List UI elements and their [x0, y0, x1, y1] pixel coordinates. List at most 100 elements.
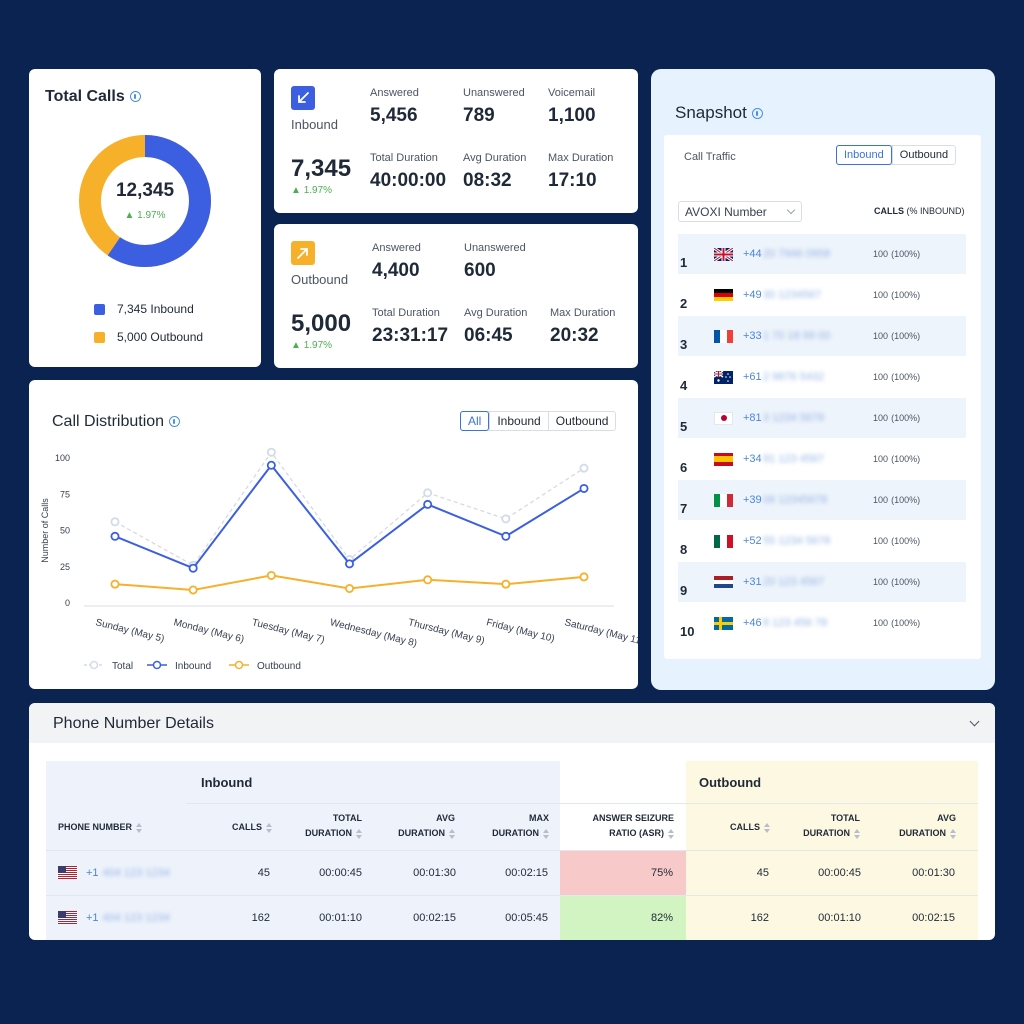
data-point-outbound[interactable]	[344, 583, 354, 593]
inbound-max-duration: Max Duration 17:10	[548, 152, 614, 191]
sort-icon[interactable]	[950, 828, 956, 839]
inbound-max-cell: 00:02:15	[505, 867, 548, 879]
legend-item-inbound[interactable]: Inbound	[147, 660, 211, 672]
svg-text:Outbound: Outbound	[257, 661, 301, 672]
phone-number-cell[interactable]: +1 404 123 1234	[58, 911, 170, 924]
legend-swatch-outbound	[94, 331, 105, 343]
data-point-outbound[interactable]	[266, 570, 276, 580]
col-inbound-total-duration[interactable]: TOTAL DURATION	[305, 813, 362, 839]
data-point-outbound[interactable]	[423, 575, 433, 585]
filter-inbound[interactable]: Inbound	[489, 412, 547, 430]
phone-number[interactable]: 2 9876 5432	[763, 371, 825, 383]
snapshot-row[interactable]: 1 +44 20 7946 0958 100 (100%)	[678, 234, 966, 274]
data-point-outbound[interactable]	[501, 579, 511, 589]
data-point-inbound[interactable]	[344, 559, 354, 569]
number-type-dropdown[interactable]: AVOXI Number	[678, 201, 802, 222]
details-header[interactable]: Phone Number Details	[29, 703, 995, 743]
country-code: +1	[86, 911, 99, 924]
info-icon[interactable]	[129, 91, 141, 103]
flag-de-icon	[714, 288, 733, 302]
phone-number[interactable]: 06 12345678	[763, 494, 828, 506]
snapshot-row[interactable]: 6 +34 91 123 4567 100 (100%)	[678, 439, 966, 479]
col-inbound-avg-duration[interactable]: AVG DURATION	[398, 813, 455, 839]
data-point-inbound[interactable]	[266, 460, 276, 470]
data-point-total[interactable]	[501, 514, 511, 524]
data-point-inbound[interactable]	[110, 531, 120, 541]
data-point-total[interactable]	[110, 517, 120, 527]
phone-number[interactable]: 8 123 456 78	[763, 617, 828, 629]
country-code[interactable]: +46	[743, 617, 762, 629]
svg-text:Inbound: Inbound	[175, 661, 211, 672]
col-phone-number[interactable]: PHONE NUMBER	[58, 820, 143, 835]
snapshot-row[interactable]: 8 +52 55 1234 5678 100 (100%)	[678, 521, 966, 561]
donut-inbound-slice	[79, 135, 211, 267]
data-point-outbound[interactable]	[579, 572, 589, 582]
col-outbound-calls[interactable]: CALLS	[730, 820, 770, 835]
legend-item-outbound[interactable]: Outbound	[229, 660, 301, 672]
phone-number[interactable]: 3 1234 5678	[763, 412, 825, 424]
sort-icon[interactable]	[543, 828, 549, 839]
data-point-inbound[interactable]	[501, 531, 511, 541]
sort-icon[interactable]	[136, 822, 143, 833]
country-code[interactable]: +44	[743, 248, 762, 260]
sort-icon[interactable]	[356, 828, 362, 839]
calls-value: 100 (100%)	[873, 290, 921, 300]
call-traffic-label: Call Traffic	[684, 151, 736, 163]
outbound-total-cell: 00:00:45	[818, 867, 861, 879]
sort-icon[interactable]	[668, 828, 674, 839]
col-asr[interactable]: ANSWER SEIZURE RATIO (ASR)	[592, 813, 674, 839]
inbound-answered: Answered 5,456	[370, 87, 419, 126]
country-code[interactable]: +34	[743, 453, 762, 465]
country-code[interactable]: +49	[743, 289, 762, 301]
legend-item-total[interactable]: Total	[84, 660, 133, 672]
phone-number-cell[interactable]: +1 404 123 1234	[58, 866, 170, 879]
data-point-inbound[interactable]	[579, 483, 589, 493]
country-code[interactable]: +39	[743, 494, 762, 506]
col-outbound-total-duration[interactable]: TOTAL DURATION	[803, 813, 860, 839]
snapshot-row[interactable]: 3 +33 1 70 18 99 00 100 (100%)	[678, 316, 966, 356]
data-point-total[interactable]	[266, 447, 276, 457]
snapshot-row[interactable]: 4 +61 2 9876 5432 100 (100%)	[678, 357, 966, 397]
asr-cell: 75%	[650, 867, 673, 879]
country-code[interactable]: +52	[743, 535, 762, 547]
phone-number[interactable]: 20 123 4567	[763, 576, 825, 588]
snapshot-row[interactable]: 5 +81 3 1234 5678 100 (100%)	[678, 398, 966, 438]
phone-number[interactable]: 20 7946 0958	[763, 248, 831, 260]
sort-icon[interactable]	[266, 822, 272, 833]
snapshot-row[interactable]: 10 +46 8 123 456 78 100 (100%)	[678, 603, 966, 643]
data-point-inbound[interactable]	[188, 563, 198, 573]
row-rank: 10	[680, 624, 695, 639]
toggle-inbound[interactable]: Inbound	[836, 145, 892, 165]
toggle-outbound[interactable]: Outbound	[891, 146, 955, 164]
phone-number[interactable]: 30 1234567	[763, 289, 822, 301]
data-point-inbound[interactable]	[423, 499, 433, 509]
data-point-outbound[interactable]	[110, 579, 120, 589]
col-inbound-calls[interactable]: CALLS	[232, 820, 272, 835]
sort-icon[interactable]	[449, 828, 455, 839]
phone-number[interactable]: 91 123 4567	[763, 453, 825, 465]
snapshot-row[interactable]: 9 +31 20 123 4567 100 (100%)	[678, 562, 966, 602]
phone-number[interactable]: 1 70 18 99 00	[763, 330, 831, 342]
country-code[interactable]: +33	[743, 330, 762, 342]
phone-number: 404 123 1234	[102, 866, 170, 879]
row-rank: 2	[680, 296, 688, 311]
sort-icon[interactable]	[854, 828, 860, 839]
info-icon[interactable]	[751, 108, 763, 120]
snapshot-row[interactable]: 2 +49 30 1234567 100 (100%)	[678, 275, 966, 315]
filter-outbound[interactable]: Outbound	[547, 412, 616, 430]
data-point-total[interactable]	[423, 488, 433, 498]
chevron-down-icon[interactable]	[969, 716, 980, 727]
sort-icon[interactable]	[764, 822, 770, 833]
data-point-outbound[interactable]	[188, 585, 198, 595]
phone-number[interactable]: 55 1234 5678	[763, 535, 831, 547]
snapshot-row[interactable]: 7 +39 06 12345678 100 (100%)	[678, 480, 966, 520]
country-code[interactable]: +81	[743, 412, 762, 424]
country-code[interactable]: +61	[743, 371, 762, 383]
data-point-total[interactable]	[579, 463, 589, 473]
chevron-down-icon	[786, 205, 796, 215]
col-outbound-avg-duration[interactable]: AVG DURATION	[899, 813, 956, 839]
country-code[interactable]: +31	[743, 576, 762, 588]
filter-all[interactable]: All	[460, 411, 490, 431]
col-inbound-max-duration[interactable]: MAX DURATION	[492, 813, 549, 839]
info-icon[interactable]	[169, 416, 181, 428]
